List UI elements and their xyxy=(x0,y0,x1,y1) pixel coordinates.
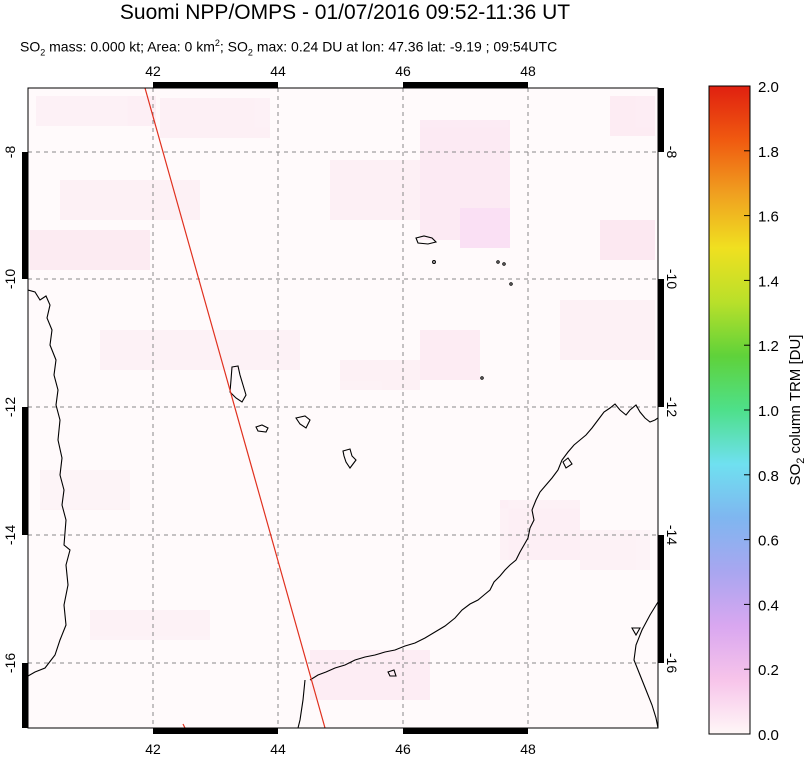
map-title: Suomi NPP/OMPS - 01/07/2016 09:52-11:36 … xyxy=(119,1,571,24)
border-bar-top-1 xyxy=(153,82,278,88)
border-bar-bottom-1 xyxy=(153,728,278,734)
lon-label-bottom: 46 xyxy=(395,741,411,757)
island-grande-comore xyxy=(229,365,247,403)
colorbar-tick-label: 1.0 xyxy=(758,403,779,420)
subtitle-text-3: ; SO xyxy=(219,38,248,55)
subtitle-text-1: SO xyxy=(20,38,41,55)
swath-tile xyxy=(340,360,420,390)
swath-tile xyxy=(560,300,655,360)
orbit-track-tick xyxy=(182,723,186,729)
colorbar-title-part: column TRM [DU] xyxy=(787,335,804,458)
lat-label-left: -16 xyxy=(2,653,18,673)
coastline-africa xyxy=(28,289,71,677)
island-dot xyxy=(480,376,484,380)
swath-tile xyxy=(100,330,300,370)
coastline-madagascar-south xyxy=(297,679,306,728)
coastline-madagascar xyxy=(309,403,658,728)
swath-tile xyxy=(610,96,655,136)
lat-label-right: -12 xyxy=(664,397,680,417)
border-bar-right-2 xyxy=(658,535,664,663)
coastlines xyxy=(28,235,658,728)
swath-tile xyxy=(36,96,156,126)
island-small-1 xyxy=(387,669,397,677)
colorbar-tick-label: 0.8 xyxy=(758,468,779,485)
lon-label-bottom: 42 xyxy=(145,741,161,757)
lat-label-left: -8 xyxy=(2,146,18,159)
gridlines xyxy=(28,88,658,728)
island-dot xyxy=(496,260,500,264)
map-subtitle: SO2 mass: 0.000 kt; Area: 0 km2; SO2 max… xyxy=(20,34,680,61)
map-border-bars xyxy=(22,82,664,734)
island-dot xyxy=(509,282,513,286)
island-mayotte xyxy=(342,448,357,469)
lon-label-bottom: 44 xyxy=(270,741,286,757)
swath-tile xyxy=(30,230,150,270)
orbit-track-line xyxy=(144,87,326,729)
colorbar-tick-label: 2.0 xyxy=(758,79,779,96)
colorbar-title-subscript: 2 xyxy=(795,458,807,464)
swath-tile xyxy=(460,208,510,248)
subtitle-text-4: max: 0.24 DU at lon: 47.36 lat: -9.19 ; … xyxy=(252,38,558,55)
colorbar-tick-label: 1.6 xyxy=(758,209,779,226)
lon-label-top: 46 xyxy=(395,63,411,79)
subtitle-superscript: 2 xyxy=(214,38,220,48)
island-nosy-be xyxy=(562,457,573,469)
lon-label-top: 48 xyxy=(520,63,536,79)
colorbar-tick-label: 1.2 xyxy=(758,338,779,355)
swath-tile xyxy=(40,470,130,510)
subtitle-subscript-2: 2 xyxy=(247,47,253,58)
colorbar-tick-label: 0.0 xyxy=(758,727,779,744)
colorbar-tick-label: 0.6 xyxy=(758,533,779,550)
colorbar-tick-label: 1.4 xyxy=(758,273,779,290)
lon-label-bottom: 48 xyxy=(520,741,536,757)
lat-label-right: -10 xyxy=(664,269,680,289)
island-aldabra xyxy=(415,235,438,245)
lat-label-left: -12 xyxy=(2,397,18,417)
swath-tile xyxy=(60,180,200,220)
so2-swath-tiles xyxy=(30,96,655,700)
swath-tile xyxy=(600,220,655,260)
swath-tile xyxy=(160,98,270,138)
colorbar-tick-label: 1.8 xyxy=(758,144,779,161)
island-anjouan xyxy=(295,415,311,429)
colorbar-ticks: 2.0 1.8 1.6 1.4 1.2 1.0 0.8 0.6 0.4 0.2 0.0 xyxy=(744,79,779,744)
longitude-labels-top: 42 44 46 48 xyxy=(145,63,536,79)
border-bar-bottom-2 xyxy=(403,728,528,734)
border-bar-right-1 xyxy=(658,279,664,407)
border-bar-left-2 xyxy=(22,407,28,535)
border-bar-left-1 xyxy=(22,152,28,279)
colorbar xyxy=(708,85,751,735)
colorbar-title: SO2 column TRM [DU] xyxy=(787,335,807,486)
lat-label-left: -10 xyxy=(2,269,18,289)
colorbar-tick-label: 0.2 xyxy=(758,662,779,679)
latitude-labels-right: -8 -10 -12 -14 -16 xyxy=(664,146,680,674)
swath-tile xyxy=(310,650,430,700)
lon-label-top: 44 xyxy=(270,63,286,79)
lat-label-right: -8 xyxy=(664,146,680,159)
island-dot xyxy=(432,260,436,264)
latitude-labels-left: -8 -10 -12 -14 -16 xyxy=(2,146,18,674)
swath-tile xyxy=(580,530,650,570)
subtitle-subscript-1: 2 xyxy=(40,47,46,58)
colorbar-tick-label: 0.4 xyxy=(758,597,779,614)
swath-tile xyxy=(420,330,480,380)
lon-label-top: 42 xyxy=(145,63,161,79)
lat-label-right: -16 xyxy=(664,653,680,673)
island-moheli xyxy=(255,424,269,433)
lat-label-left: -14 xyxy=(2,525,18,545)
lat-label-right: -14 xyxy=(664,525,680,545)
colorbar-title-part: SO xyxy=(787,464,804,486)
longitude-labels-bottom: 42 44 46 48 xyxy=(145,741,536,757)
subtitle-text-2: mass: 0.000 kt; Area: 0 km xyxy=(45,38,215,55)
border-bar-left-3 xyxy=(22,663,28,728)
swath-tile xyxy=(500,500,580,560)
swath-tile xyxy=(90,610,210,640)
island-dot xyxy=(502,262,506,266)
border-bar-top-2 xyxy=(403,82,528,88)
border-bar-right-0 xyxy=(658,88,664,152)
